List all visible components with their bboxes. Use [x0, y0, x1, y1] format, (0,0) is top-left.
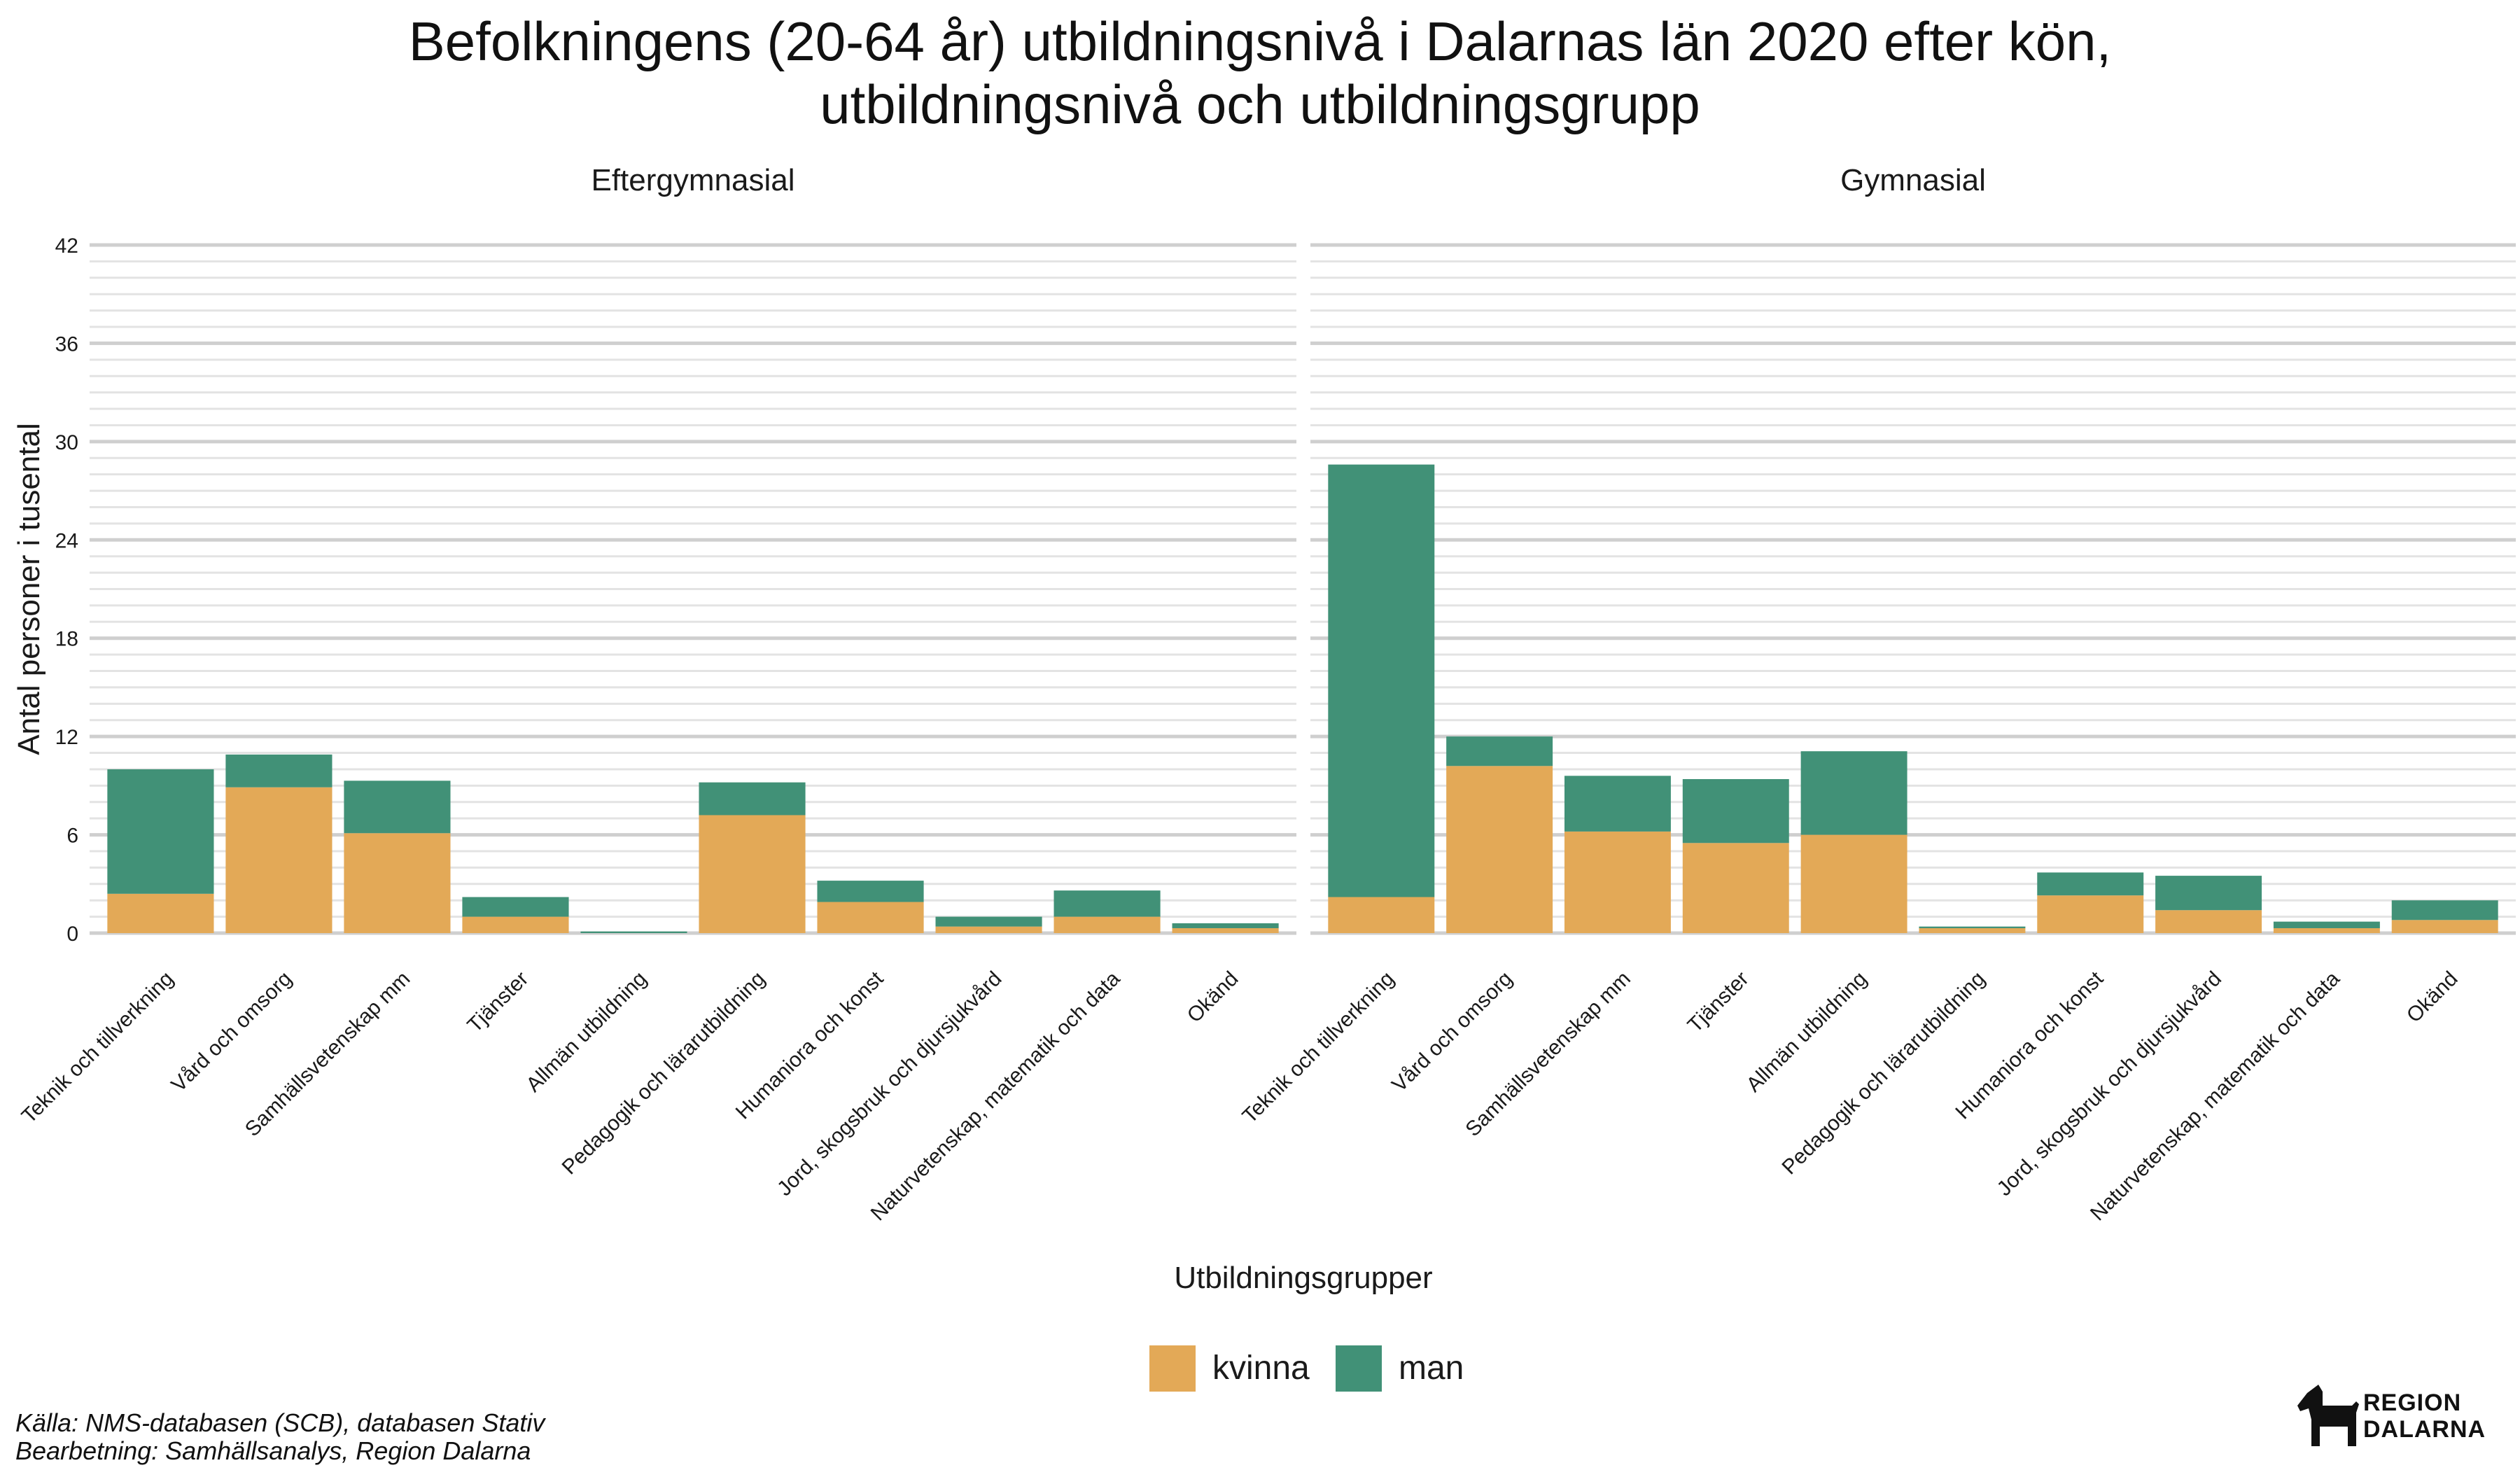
bar-man-facet2-5	[1800, 751, 1907, 835]
x-tick-label-facet2-1: Teknik och tillverkning	[1238, 967, 1399, 1128]
bar-man-facet1-3	[344, 780, 451, 834]
bar-man-facet1-7	[817, 881, 924, 902]
x-tick-label-facet1-10: Okänd	[1183, 967, 1243, 1028]
bar-man-facet1-8	[935, 916, 1042, 927]
region-dalarna-logo: REGION DALARNA	[2295, 1378, 2505, 1455]
bar-kvinna-facet1-6	[699, 815, 806, 933]
y-tick-label-18: 18	[55, 628, 78, 651]
bar-kvinna-facet2-9	[2273, 927, 2380, 933]
bar-kvinna-facet2-5	[1800, 834, 1907, 933]
y-tick-label-0: 0	[66, 923, 78, 946]
x-tick-label-facet2-5: Allmän utbildning	[1742, 967, 1872, 1097]
x-tick-label-facet2-6: Pedagogik och lärarutbildning	[1778, 967, 1990, 1180]
y-tick-label-42: 42	[55, 234, 78, 258]
bar-man-facet1-1	[107, 769, 214, 894]
bar-kvinna-facet1-2	[225, 787, 332, 933]
bar-man-facet1-6	[699, 782, 806, 816]
logo-text-region: REGION	[2363, 1390, 2462, 1416]
bar-man-facet1-4	[462, 897, 569, 917]
bar-kvinna-facet2-4	[1682, 843, 1789, 933]
y-tick-label-24: 24	[55, 529, 78, 552]
bar-man-facet2-1	[1328, 464, 1435, 897]
bar-kvinna-facet1-7	[817, 902, 924, 933]
x-tick-label-facet2-4: Tjänster	[1684, 967, 1754, 1037]
bar-kvinna-facet1-10	[1172, 927, 1279, 933]
x-tick-label-facet1-2: Vård och omsorg	[167, 967, 297, 1097]
bar-man-facet1-10	[1172, 923, 1279, 928]
y-tick-label-36: 36	[55, 332, 78, 356]
bar-man-facet2-9	[2273, 921, 2380, 928]
y-axis-title: Antal personer i tusental	[12, 423, 46, 755]
legend-label-man: man	[1399, 1350, 1464, 1387]
legend-swatch-kvinna	[1149, 1345, 1196, 1392]
bar-kvinna-facet1-9	[1054, 916, 1161, 933]
y-tick-label-6: 6	[66, 825, 78, 848]
x-tick-label-facet1-6: Pedagogik och lärarutbildning	[558, 967, 770, 1180]
bar-man-facet2-4	[1682, 778, 1789, 844]
bar-kvinna-facet2-10	[2391, 920, 2498, 933]
x-tick-label-facet1-5: Allmän utbildning	[522, 967, 652, 1097]
bar-kvinna-facet1-4	[462, 916, 569, 933]
bar-kvinna-facet1-8	[935, 926, 1042, 933]
bar-man-facet2-8	[2155, 876, 2262, 911]
legend-swatch-man	[1336, 1345, 1382, 1392]
bar-man-facet2-6	[1919, 926, 2026, 928]
logo-text-dalarna: DALARNA	[2363, 1416, 2486, 1443]
x-tick-label-facet1-8: Jord, skogsbruk och djursjukvård	[773, 967, 1006, 1200]
x-axis-title: Utbildningsgrupper	[1174, 1261, 1432, 1295]
bar-kvinna-facet2-1	[1328, 897, 1435, 933]
bar-kvinna-facet1-1	[107, 893, 214, 933]
facet-label-1: Eftergymnasial	[591, 163, 794, 197]
x-tick-label-facet1-1: Teknik och tillverkning	[18, 967, 178, 1128]
bar-kvinna-facet2-2	[1446, 766, 1553, 933]
x-tick-label-facet2-8: Jord, skogsbruk och djursjukvård	[1993, 967, 2226, 1200]
source-caption: Källa: NMS-databasen (SCB), databasen St…	[15, 1408, 545, 1437]
bar-kvinna-facet2-7	[2037, 895, 2144, 933]
x-tick-label-facet2-9: Naturvetenskap, matematik och data	[2086, 967, 2344, 1225]
bar-man-facet1-2	[225, 754, 332, 788]
legend-label-kvinna: kvinna	[1212, 1350, 1310, 1387]
y-tick-label-30: 30	[55, 431, 78, 454]
bar-man-facet2-7	[2037, 872, 2144, 896]
chart-title-line1: Befolkningens (20-64 år) utbildningsnivå…	[408, 10, 2112, 72]
x-tick-label-facet2-2: Vård och omsorg	[1387, 967, 1517, 1097]
bar-man-facet1-9	[1054, 890, 1161, 917]
bar-kvinna-facet2-8	[2155, 910, 2262, 933]
bar-man-facet1-5	[580, 931, 687, 933]
bar-kvinna-facet2-3	[1564, 831, 1671, 933]
bar-man-facet2-2	[1446, 736, 1553, 766]
processing-caption: Bearbetning: Samhällsanalys, Region Dala…	[15, 1436, 531, 1465]
x-tick-label-facet1-9: Naturvetenskap, matematik och data	[867, 967, 1125, 1225]
x-tick-label-facet1-4: Tjänster	[463, 967, 533, 1037]
y-tick-label-12: 12	[55, 726, 78, 749]
chart-title-line2: utbildningsnivå och utbildningsgrupp	[820, 74, 1700, 135]
dala-horse-icon	[2297, 1385, 2359, 1446]
bar-man-facet2-3	[1564, 776, 1671, 832]
x-tick-label-facet2-10: Okänd	[2402, 967, 2463, 1028]
facet-label-2: Gymnasial	[1840, 163, 1986, 197]
bar-man-facet2-10	[2391, 900, 2498, 920]
bar-kvinna-facet1-3	[344, 833, 451, 933]
bar-kvinna-facet2-6	[1919, 927, 2026, 933]
